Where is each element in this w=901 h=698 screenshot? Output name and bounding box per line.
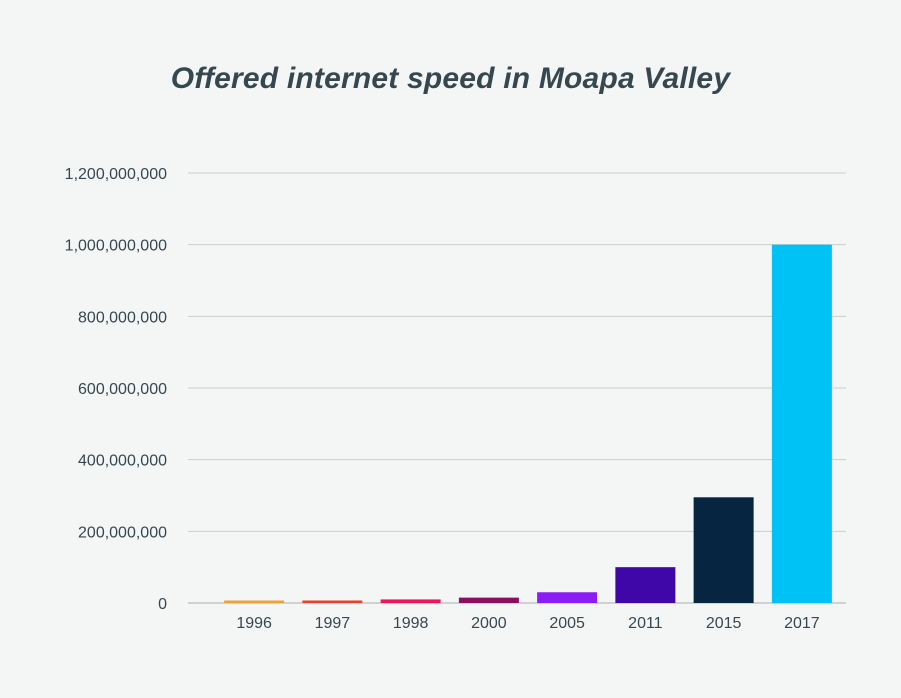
bar-2015 (693, 497, 754, 603)
bar-2005 (537, 592, 598, 603)
bar-1996 (224, 600, 285, 603)
y-tick-label: 1,000,000,000 (65, 238, 167, 255)
x-tick-label: 2011 (628, 615, 663, 632)
x-tick-label: 2000 (471, 615, 507, 632)
y-tick-label: 200,000,000 (78, 524, 167, 541)
x-tick-label: 2017 (784, 615, 820, 632)
x-tick-label: 1996 (236, 615, 272, 632)
bar-1997 (302, 600, 363, 603)
x-tick-label: 2005 (549, 615, 585, 632)
y-tick-label: 1,200,000,000 (65, 166, 167, 183)
bar-1998 (380, 599, 441, 603)
y-tick-label: 400,000,000 (78, 453, 167, 470)
x-tick-label: 1998 (393, 615, 429, 632)
bar-2017 (771, 244, 832, 603)
chart-title: Offered internet speed in Moapa Valley (170, 62, 731, 95)
x-tick-label: 1997 (315, 615, 351, 632)
bar-2000 (458, 597, 519, 603)
x-tick-label: 2015 (706, 615, 742, 632)
y-tick-label: 800,000,000 (78, 309, 167, 326)
bar-2011 (615, 567, 676, 603)
y-tick-label: 600,000,000 (78, 381, 167, 398)
y-tick-label: 0 (158, 596, 167, 613)
